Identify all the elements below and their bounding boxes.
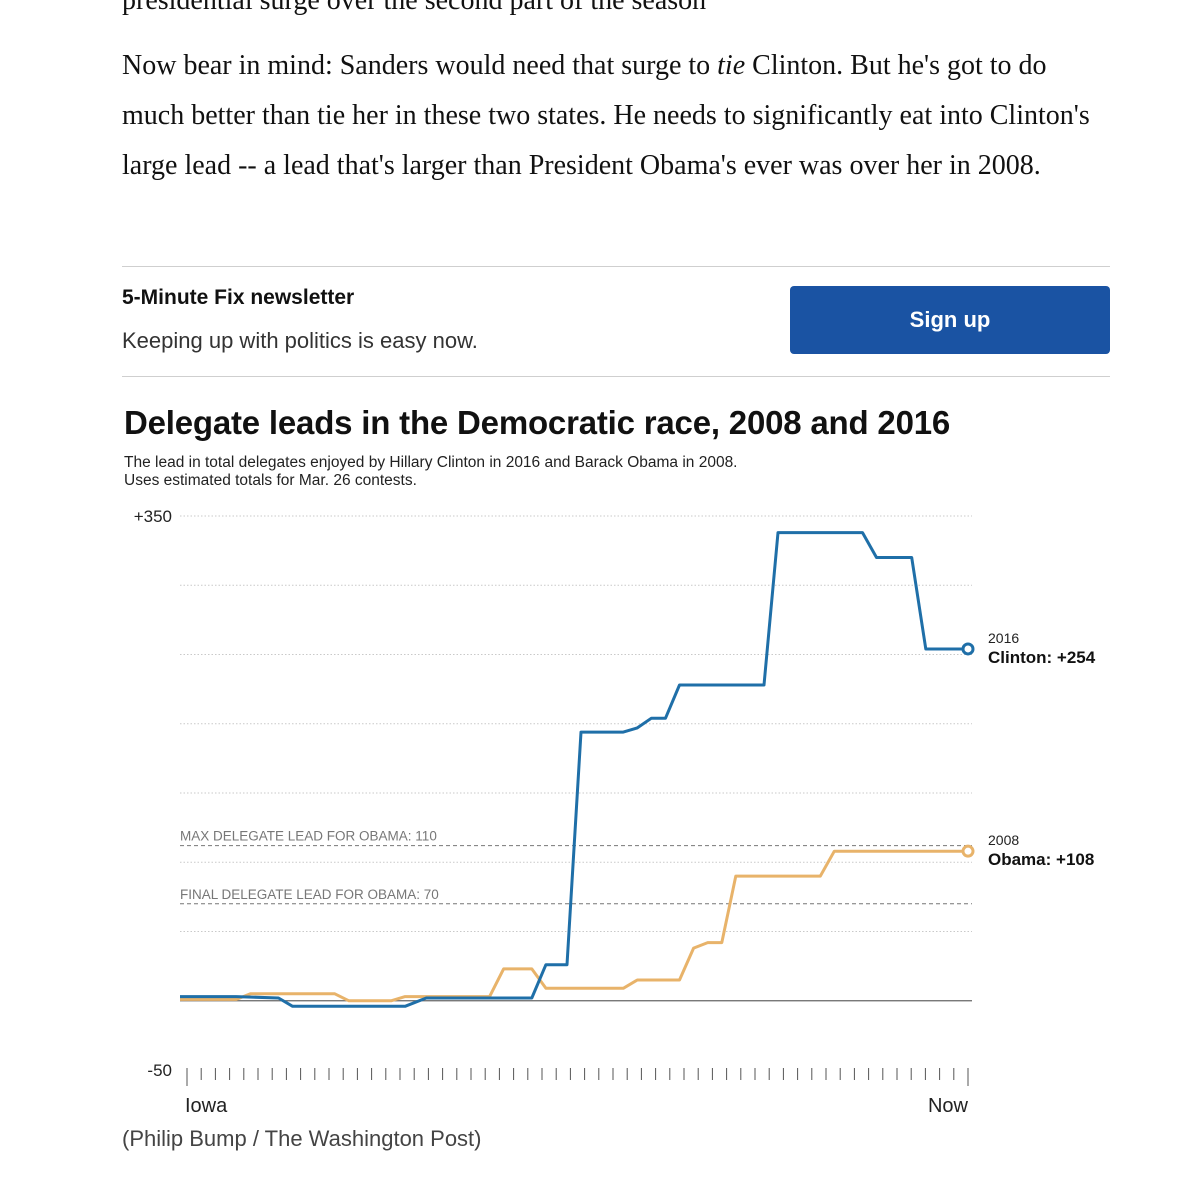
article-text-fragment: presidential surge over the second part …	[122, 0, 707, 16]
image-credit: (Philip Bump / The Washington Post)	[122, 1126, 482, 1151]
series-endpoint-2008	[961, 844, 975, 858]
para-text-1: Now bear in mind: Sanders would need tha…	[122, 50, 718, 81]
end-label-year: 2008	[988, 832, 1019, 848]
y-tick-label: -50	[147, 1061, 172, 1080]
reference-line-label: FINAL DELEGATE LEAD FOR OBAMA: 70	[180, 887, 439, 902]
article-paragraph: Now bear in mind: Sanders would need tha…	[122, 41, 1112, 191]
chart-title: Delegate leads in the Democratic race, 2…	[124, 404, 951, 441]
newsletter-title: 5-Minute Fix newsletter	[122, 286, 355, 309]
y-tick-label: +350	[134, 507, 172, 526]
chart-subtitle-line: Uses estimated totals for Mar. 26 contes…	[124, 472, 417, 489]
series-endpoint-2016	[961, 642, 975, 656]
sign-up-button[interactable]: Sign up	[790, 286, 1110, 354]
series-line-2008	[180, 849, 968, 1003]
end-label-value: Clinton: +254	[988, 648, 1096, 667]
x-tick-label: Iowa	[185, 1095, 228, 1117]
x-tick-label: Now	[928, 1095, 969, 1117]
series-line-2016	[180, 531, 968, 1008]
divider-top	[122, 266, 1110, 267]
end-label-value: Obama: +108	[988, 850, 1094, 869]
chart-subtitle: The lead in total delegates enjoyed by H…	[124, 454, 738, 490]
end-label-year: 2016	[988, 630, 1019, 646]
reference-line-label: MAX DELEGATE LEAD FOR OBAMA: 110	[180, 829, 437, 844]
delegate-lead-chart: MAX DELEGATE LEAD FOR OBAMA: 110 FINAL DE…	[134, 507, 1096, 1117]
divider-bottom	[122, 376, 1110, 377]
para-text-2: Clinton. But he's got to do much better …	[122, 50, 1090, 181]
newsletter-description: Keeping up with politics is easy now.	[122, 328, 478, 353]
para-text-emphasis: tie	[717, 50, 746, 81]
chart-subtitle-line: The lead in total delegates enjoyed by H…	[124, 454, 738, 471]
